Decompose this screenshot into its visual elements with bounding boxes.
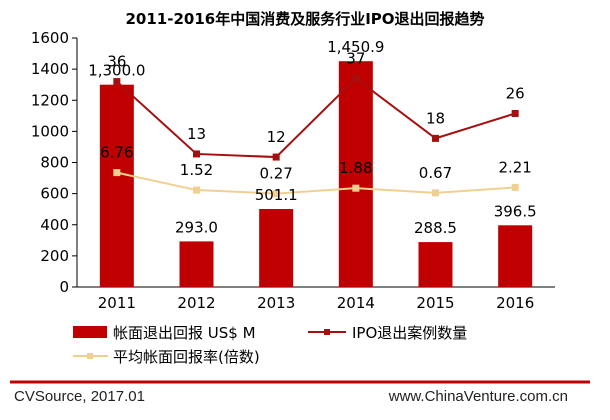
y-tick-label: 1000: [31, 122, 69, 140]
series-marker: [352, 184, 360, 192]
y-tick-label: 600: [40, 185, 69, 203]
bar-value-label: 501.1: [255, 186, 298, 204]
point-value-label: 6.76: [100, 144, 133, 162]
series-marker: [193, 186, 200, 194]
bars: [99, 61, 533, 287]
series-marker: [511, 109, 519, 117]
bar-value-label: 293.0: [175, 218, 218, 236]
x-tick-label: 2015: [416, 294, 454, 312]
legend-label: 平均帐面回报率(倍数): [113, 348, 260, 366]
source-note: CVSource, 2017.01: [14, 388, 145, 405]
chart-title: 2011-2016年中国消费及服务行业IPO退出回报趋势: [125, 10, 484, 28]
x-tick-label: 2011: [98, 294, 136, 312]
legend-label: 帐面退出回报 US$ M: [113, 324, 256, 342]
point-value-label: 37: [346, 49, 365, 67]
legend-swatch-marker: [87, 353, 93, 359]
bar-value-label: 1,450.9: [327, 38, 384, 56]
legend-swatch-bar: [73, 326, 107, 338]
point-value-label: 12: [267, 128, 286, 146]
bar: [418, 242, 453, 287]
point-value-label: 0.67: [419, 164, 452, 182]
series-marker: [432, 134, 439, 142]
bar-value-label: 288.5: [414, 219, 457, 237]
series-marker: [352, 74, 360, 82]
bar-value-label: 396.5: [494, 202, 537, 220]
y-tick-label: 200: [40, 247, 69, 265]
point-value-label: 36: [107, 53, 126, 71]
bar: [498, 225, 533, 287]
x-tick-label: 2012: [177, 294, 215, 312]
series-marker: [511, 183, 519, 191]
series-line: [116, 77, 516, 159]
series-marker: [432, 189, 439, 197]
y-tick-label: 0: [59, 278, 69, 296]
website-note: www.ChinaVenture.com.cn: [388, 388, 568, 405]
bar: [179, 241, 214, 287]
legend-swatch-marker: [324, 329, 330, 335]
series-marker: [272, 153, 280, 161]
y-tick-label: 1400: [31, 60, 69, 78]
y-tick-label: 1600: [31, 29, 69, 47]
axes: 0 200 400 600 800 1000 1200 1400 1600 2011 2012 201…: [31, 29, 555, 312]
series-marker: [113, 78, 121, 86]
point-value-label: 0.27: [259, 165, 292, 183]
lines: [113, 74, 519, 198]
x-tick-label: 2014: [337, 294, 375, 312]
y-tick-label: 400: [40, 216, 69, 234]
bar-value-label: 1,300.0: [88, 62, 145, 80]
point-value-label: 2.21: [498, 158, 531, 176]
point-value-label: 18: [426, 109, 445, 127]
x-tick-label: 2013: [257, 294, 295, 312]
series-line: [116, 171, 516, 195]
bar: [259, 209, 294, 287]
series-marker: [193, 150, 200, 158]
point-value-label: 1.88: [339, 159, 372, 177]
y-tick-label: 800: [40, 154, 69, 172]
legend-label: IPO退出案例数量: [352, 324, 467, 342]
point-value-label: 1.52: [180, 161, 213, 179]
point-value-label: 13: [187, 125, 206, 143]
series-marker: [272, 190, 280, 198]
bar: [99, 84, 134, 287]
point-value-label: 26: [506, 84, 525, 102]
data-labels: 1,300.0 293.0 501.1 1,450.9 288.5 396.5 6.76 1.…: [88, 38, 536, 237]
y-tick-label: 1200: [31, 91, 69, 109]
x-tick-label: 2016: [496, 294, 534, 312]
series-marker: [113, 169, 121, 177]
bar: [338, 61, 373, 287]
